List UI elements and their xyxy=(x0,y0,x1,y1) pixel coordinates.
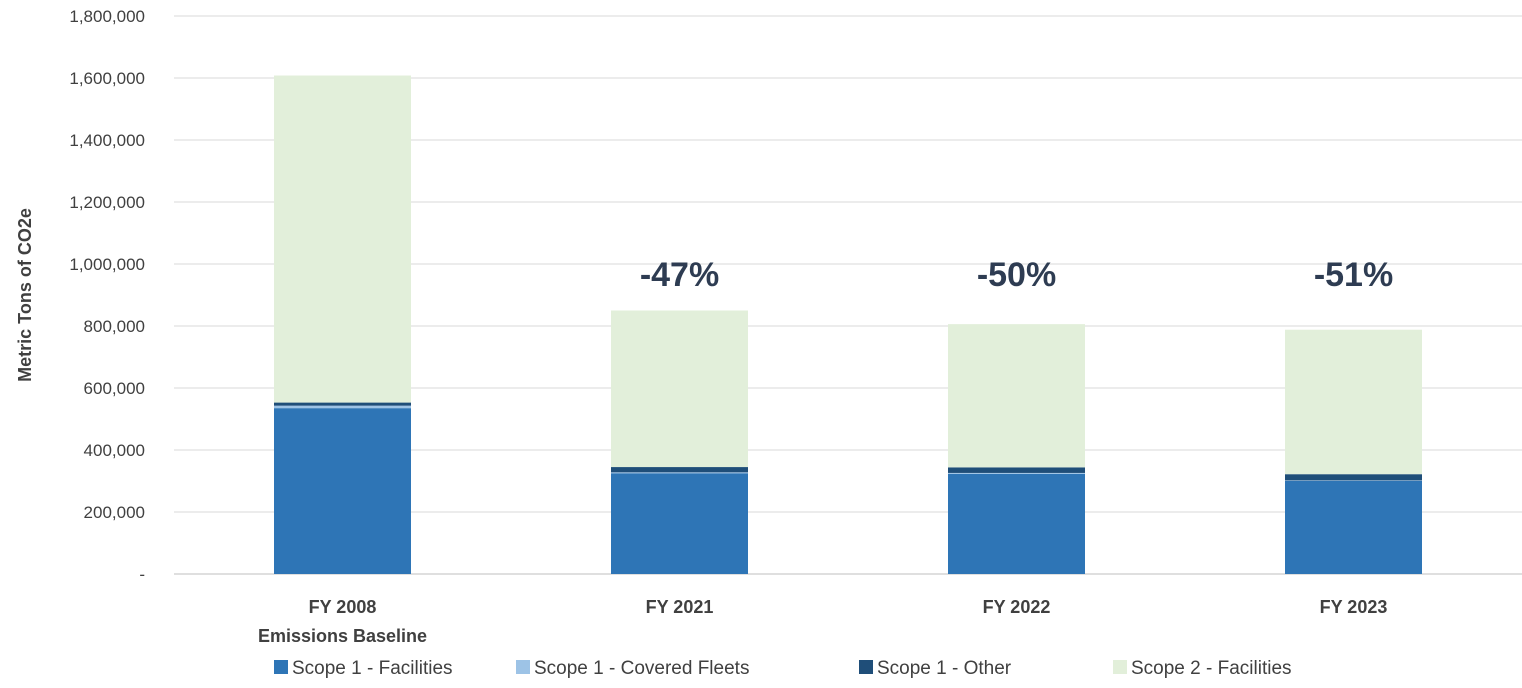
bar-segment xyxy=(274,75,411,403)
y-tick-label: 400,000 xyxy=(84,441,145,460)
bar-segment xyxy=(948,324,1085,468)
bar-segment xyxy=(611,473,748,574)
y-axis-ticks: - 200,000 400,000 600,000 800,000 1,000,000 1,… xyxy=(69,7,145,584)
y-tick-label: 600,000 xyxy=(84,379,145,398)
reduction-annotation: -50% xyxy=(977,256,1056,294)
bar-segment xyxy=(274,402,411,406)
x-tick-label: FY 2023 xyxy=(1320,597,1388,617)
bar-segment xyxy=(1285,481,1422,574)
legend: Scope 1 - Facilities Scope 1 - Covered Fl… xyxy=(274,658,1292,679)
y-axis-label: Metric Tons of CO2e xyxy=(15,208,35,382)
y-tick-label: 1,400,000 xyxy=(69,131,145,150)
reduction-annotation: -51% xyxy=(1314,256,1393,294)
legend-swatch xyxy=(516,660,530,674)
reduction-annotation: -47% xyxy=(640,256,719,294)
bar-segment xyxy=(1285,474,1422,481)
x-axis-ticks: FY 2008 Emissions Baseline FY 2021 FY 2022 F… xyxy=(258,597,1387,646)
y-tick-label: 200,000 xyxy=(84,503,145,522)
bar-segment xyxy=(274,408,411,574)
legend-label: Scope 1 - Other xyxy=(877,658,1012,679)
bar-segment xyxy=(948,467,1085,473)
bar-segment xyxy=(611,467,748,473)
bar-segment xyxy=(948,472,1085,474)
y-tick-label: 800,000 xyxy=(84,317,145,336)
bar-segment xyxy=(611,472,748,474)
bars xyxy=(274,75,1422,574)
y-tick-label: 1,000,000 xyxy=(69,255,145,274)
bar-segment xyxy=(1285,329,1422,475)
legend-swatch xyxy=(1113,660,1127,674)
x-tick-label: FY 2022 xyxy=(983,597,1051,617)
legend-swatch xyxy=(274,660,288,674)
y-tick-label: 1,600,000 xyxy=(69,69,145,88)
x-tick-label: FY 2008 xyxy=(309,597,377,617)
legend-label: Scope 1 - Facilities xyxy=(292,658,453,679)
legend-label: Scope 2 - Facilities xyxy=(1131,658,1292,679)
bar-segment xyxy=(948,473,1085,574)
bar-segment xyxy=(611,310,748,468)
x-tick-sublabel: Emissions Baseline xyxy=(258,626,427,646)
bar-segment xyxy=(1285,480,1422,481)
annotations: -47% -50% -51% xyxy=(640,256,1393,294)
y-tick-label: 1,800,000 xyxy=(69,7,145,26)
bar-segment xyxy=(274,405,411,409)
legend-swatch xyxy=(859,660,873,674)
y-tick-label: 1,200,000 xyxy=(69,193,145,212)
x-tick-label: FY 2021 xyxy=(646,597,714,617)
y-tick-label: - xyxy=(139,565,145,584)
legend-label: Scope 1 - Covered Fleets xyxy=(534,658,749,679)
